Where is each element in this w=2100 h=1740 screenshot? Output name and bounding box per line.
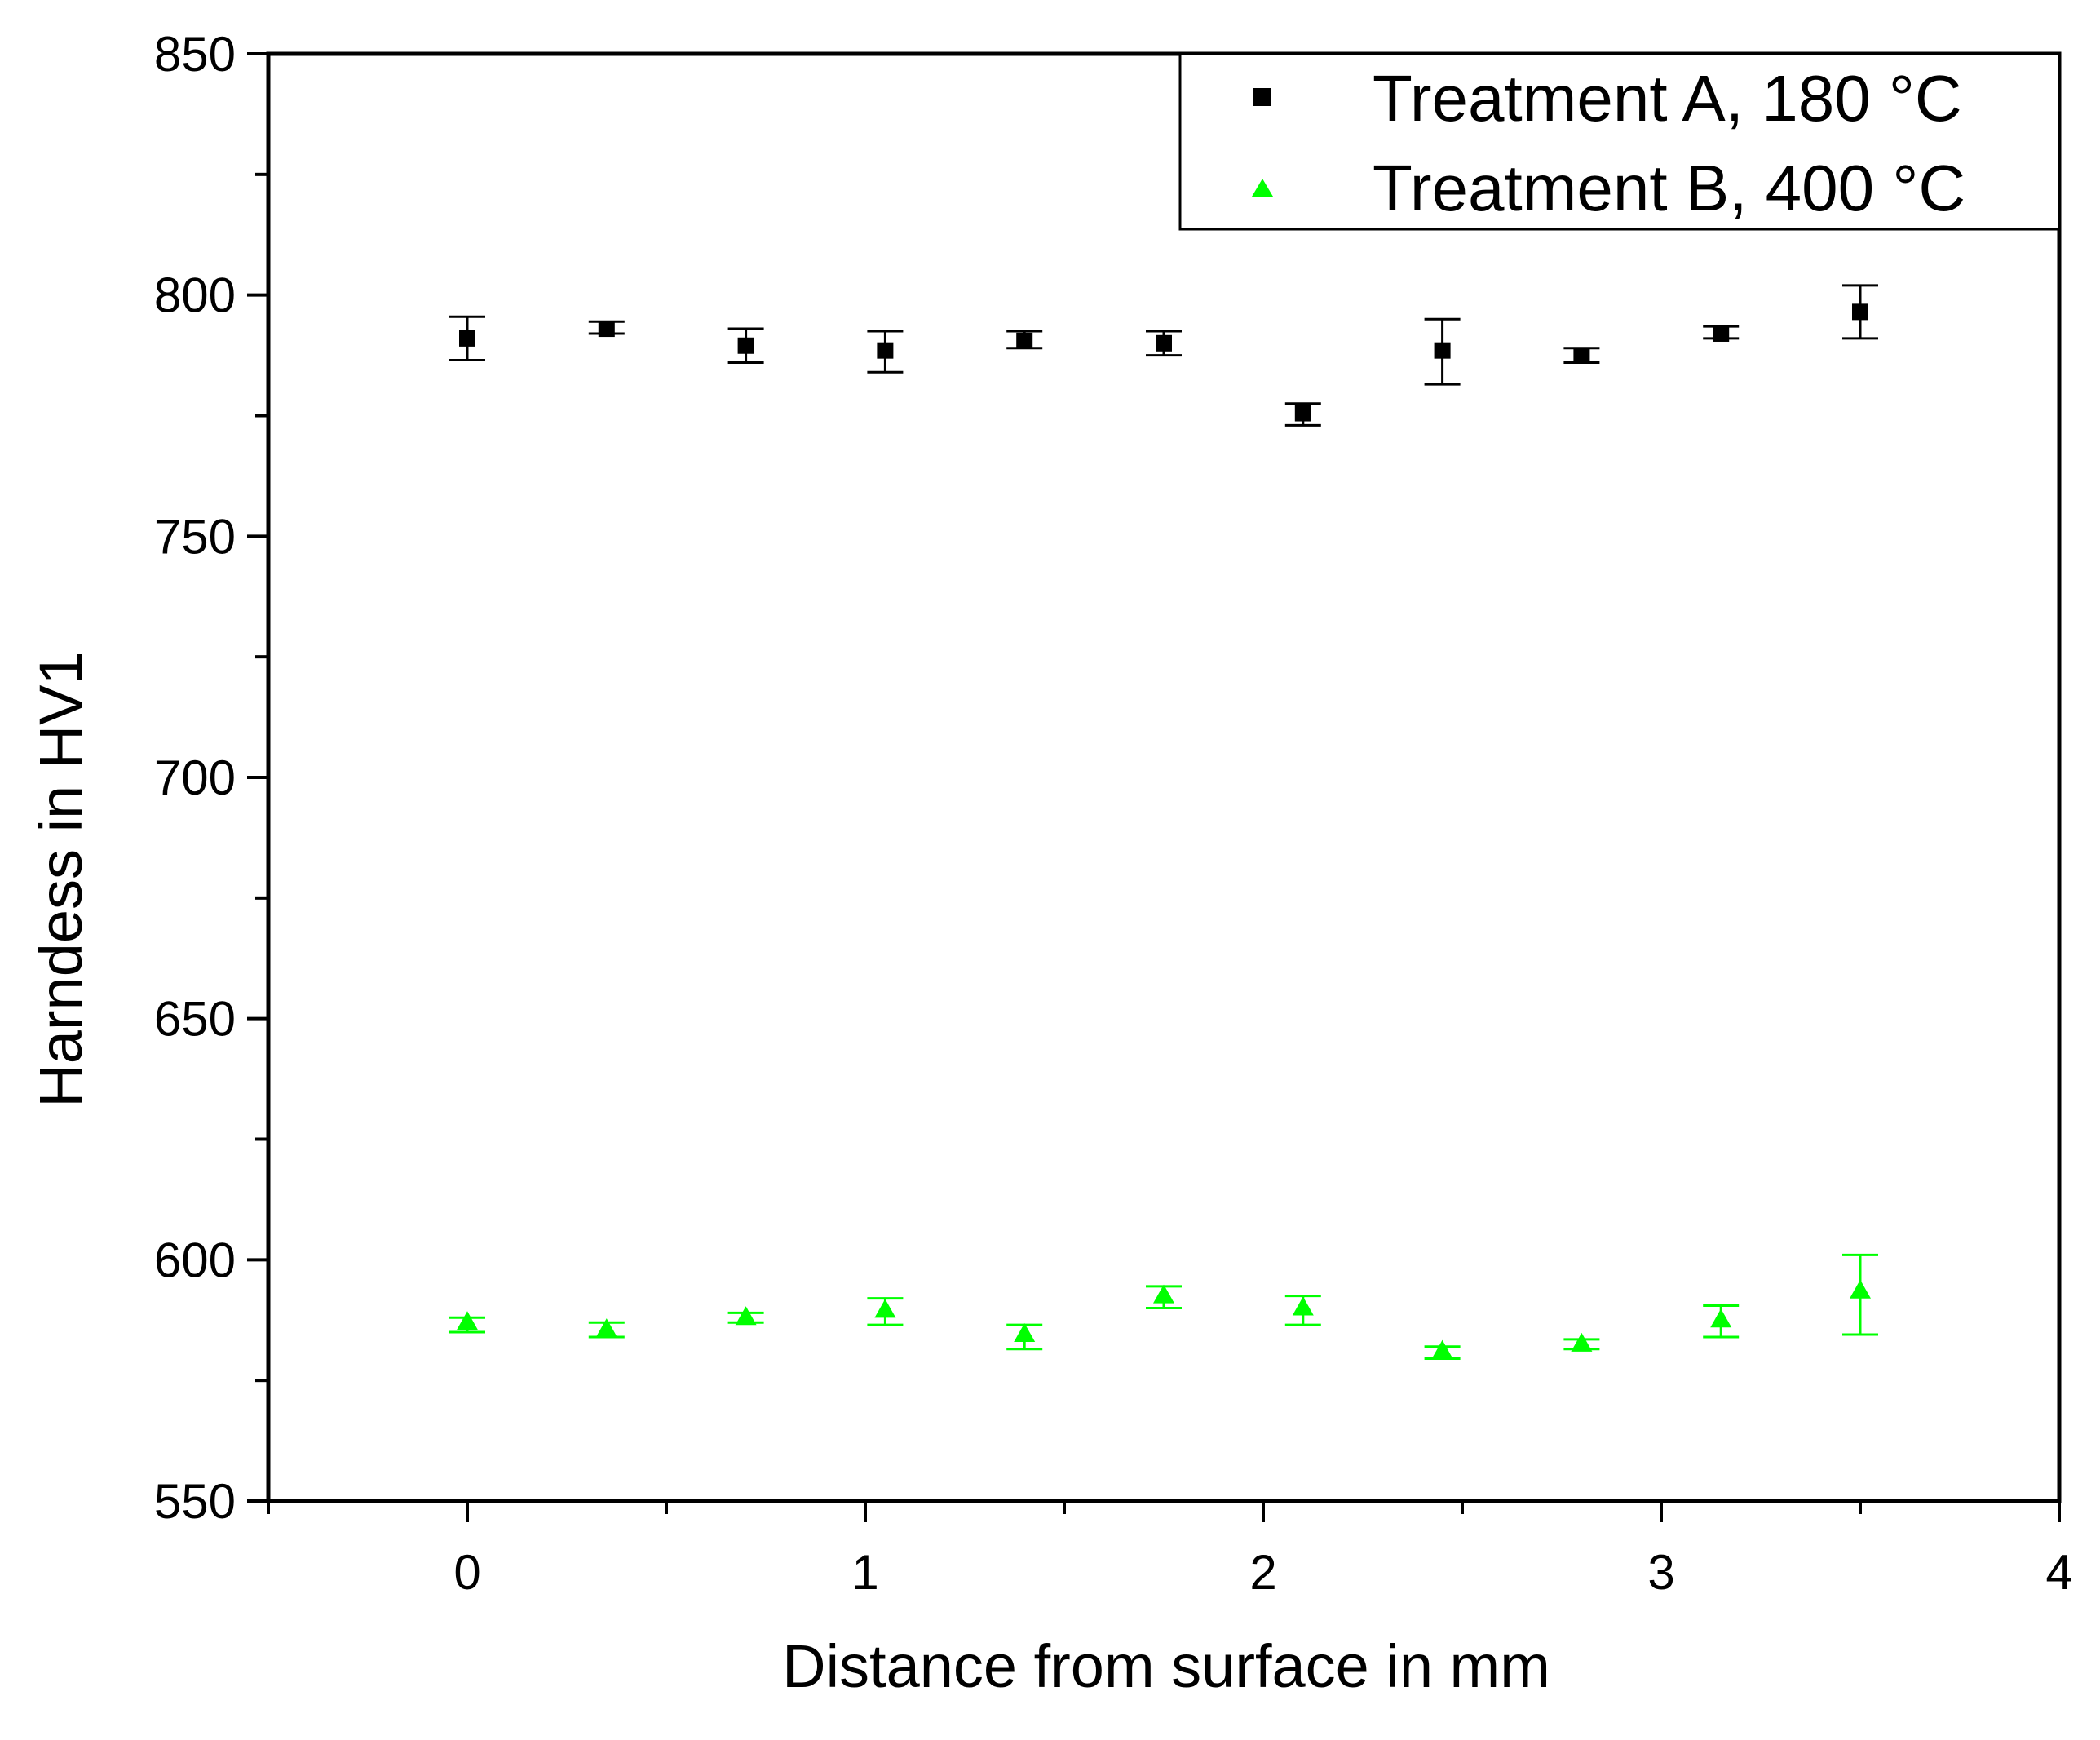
data-point	[1431, 1339, 1453, 1359]
data-point	[1153, 1284, 1174, 1304]
data-point	[1292, 1296, 1314, 1316]
legend-label-series-b: Treatment B, 400 °C	[1373, 152, 1965, 224]
x-tick-label: 1	[851, 1545, 878, 1600]
x-tick-label: 4	[2045, 1545, 2072, 1600]
legend-marker-square	[1253, 88, 1271, 106]
data-point	[1852, 303, 1868, 321]
data-point	[1156, 334, 1172, 352]
data-point	[595, 1318, 617, 1338]
data-point	[735, 1306, 757, 1326]
legend-box	[1178, 52, 2061, 231]
data-point	[737, 337, 754, 354]
data-point	[877, 342, 894, 359]
data-point	[1713, 325, 1730, 342]
legend-marker-triangle	[1252, 179, 1273, 197]
data-point	[459, 330, 475, 347]
data-point	[1016, 332, 1033, 349]
data-point	[457, 1311, 478, 1330]
y-tick-label: 750	[154, 509, 236, 564]
data-point	[1573, 347, 1590, 364]
data-point	[598, 321, 615, 338]
y-tick-label: 700	[154, 750, 236, 805]
data-point	[1710, 1308, 1732, 1328]
data-point	[1014, 1322, 1036, 1342]
y-tick-label: 800	[154, 268, 236, 323]
y-tick-label: 650	[154, 992, 236, 1047]
legend: Treatment A, 180 °C Treatment B, 400 °C	[1178, 52, 2061, 231]
x-tick-label: 2	[1249, 1545, 1276, 1600]
data-point	[874, 1299, 896, 1318]
y-tick-label: 850	[154, 27, 236, 82]
x-tick-label: 3	[1647, 1545, 1674, 1600]
series-a	[449, 284, 1878, 427]
data-point	[1434, 342, 1451, 359]
x-tick-label: 0	[453, 1545, 480, 1600]
y-tick-label: 550	[154, 1474, 236, 1529]
y-tick-label: 600	[154, 1233, 236, 1287]
data-point	[1294, 405, 1311, 422]
data-point	[1571, 1332, 1593, 1352]
axes: 0 1 2 3 4 550 600 650 700 750 800 850	[154, 27, 2073, 1600]
y-axis-title: Harndess in HV1	[27, 651, 95, 1107]
series-b	[449, 1253, 1878, 1361]
legend-label-series-a: Treatment A, 180 °C	[1373, 62, 1962, 135]
x-axis-title: Distance from surface in mm	[782, 1632, 1550, 1700]
data-point	[1850, 1279, 1871, 1299]
plot-area	[449, 284, 1878, 1361]
